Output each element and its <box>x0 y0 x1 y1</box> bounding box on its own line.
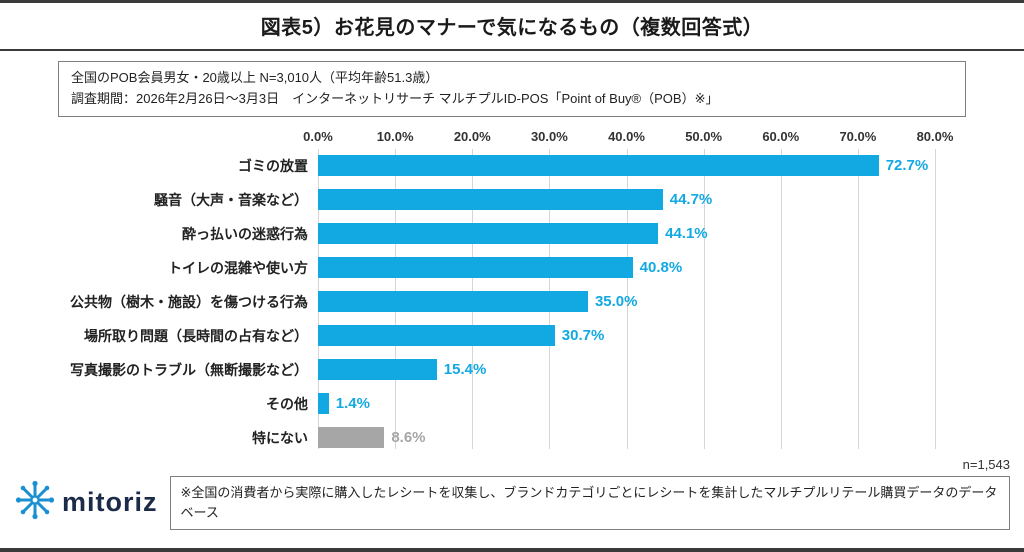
mitoriz-logo-text: mitoriz <box>62 487 158 518</box>
value-label: 72.7% <box>885 157 929 175</box>
chart-row: 場所取り問題（長時間の占有など） 30.7% <box>14 319 935 353</box>
x-axis-tick: 10.0% <box>376 128 414 144</box>
chart-row: トイレの混雑や使い方 40.8% <box>14 251 935 285</box>
gridline <box>857 148 859 449</box>
gridline <box>626 148 628 449</box>
chart-row: ゴミの放置 72.7% <box>14 149 935 183</box>
row-plot: 35.0% <box>318 285 935 319</box>
chart-row: 酔っ払いの迷惑行為 44.1% <box>14 217 935 251</box>
bar <box>318 189 663 211</box>
x-axis-tick: 70.0% <box>839 128 877 144</box>
value-label: 8.6% <box>391 429 426 447</box>
bottom-rule <box>0 548 1024 552</box>
x-axis-tick: 50.0% <box>685 128 723 144</box>
footer: mitoriz ※全国の消費者から実際に購入したレシートを収集し、ブランドカテゴ… <box>14 475 1010 530</box>
x-axis-tick: 0.0% <box>303 128 333 144</box>
row-plot: 44.1% <box>318 217 935 251</box>
category-label: 騒音（大声・音楽など） <box>154 191 308 208</box>
category-label: 場所取り問題（長時間の占有など） <box>84 327 308 344</box>
row-plot: 40.8% <box>318 251 935 285</box>
category-label: 公共物（樹木・施設）を傷つける行為 <box>70 293 308 310</box>
survey-info-box: 全国のPOB会員男女・20歳以上 N=3,010人（平均年齢51.3歳） 調査期… <box>58 61 966 117</box>
row-plot: 30.7% <box>318 319 935 353</box>
chart-row: 写真撮影のトラブル（無断撮影など） 15.4% <box>14 353 935 387</box>
category-label: 特にない <box>252 429 308 446</box>
chart-row: その他 1.4% <box>14 387 935 421</box>
row-plot: 8.6% <box>318 421 935 455</box>
mitoriz-logo: mitoriz <box>14 479 158 526</box>
chart-rows: ゴミの放置 72.7% 騒音（大声・音楽など） 44.7% 酔っ払いの迷惑行為 44.1%… <box>14 149 935 455</box>
chart-row: 公共物（樹木・施設）を傷つける行為 35.0% <box>14 285 935 319</box>
x-axis-tick: 20.0% <box>453 128 491 144</box>
x-axis-tick: 80.0% <box>916 128 954 144</box>
category-label: その他 <box>266 395 308 412</box>
bar-chart: 0.0% 10.0% 20.0% 30.0% 40.0% 50.0% 60.0% 70.0% 8… <box>14 128 953 455</box>
row-plot: 72.7% <box>318 149 935 183</box>
footer-note-box: ※全国の消費者から実際に購入したレシートを収集し、ブランドカテゴリごとにレシート… <box>169 475 1010 530</box>
row-plot: 44.7% <box>318 183 935 217</box>
x-axis-tick: 30.0% <box>530 128 568 144</box>
gridline <box>703 148 705 449</box>
bar <box>318 359 437 381</box>
value-label: 1.4% <box>335 395 370 413</box>
value-label: 44.1% <box>665 225 708 243</box>
chart-row: 特にない 8.6% <box>14 421 935 455</box>
category-label: トイレの混雑や使い方 <box>168 259 308 276</box>
value-label: 40.8% <box>639 259 683 277</box>
bar <box>318 325 555 347</box>
gridline <box>935 148 936 449</box>
bar <box>318 223 659 245</box>
bar <box>318 291 588 313</box>
x-axis-tick: 40.0% <box>608 128 645 144</box>
value-label: 30.7% <box>561 327 605 345</box>
x-axis-ticks: 0.0% 10.0% 20.0% 30.0% 40.0% 50.0% 60.0% 70.0% 8… <box>303 128 953 149</box>
value-label: 44.7% <box>669 191 713 209</box>
category-label: 写真撮影のトラブル（無断撮影など） <box>70 361 308 378</box>
gridline <box>780 148 782 449</box>
bar <box>318 427 385 449</box>
value-label: 15.4% <box>443 361 487 379</box>
category-label: 酔っ払いの迷惑行為 <box>182 225 308 242</box>
bar <box>318 393 329 415</box>
page-title: 図表5）お花見のマナーで気になるもの（複数回答式） <box>0 0 1024 51</box>
survey-info-line1: 全国のPOB会員男女・20歳以上 N=3,010人（平均年齢51.3歳） <box>71 70 439 85</box>
chart-row: 騒音（大声・音楽など） 44.7% <box>14 183 935 217</box>
row-plot: 1.4% <box>318 387 935 421</box>
category-label: ゴミの放置 <box>238 157 308 174</box>
mitoriz-logo-icon <box>14 479 56 526</box>
chart-body: ゴミの放置 72.7% 騒音（大声・音楽など） 44.7% 酔っ払いの迷惑行為 44.1%… <box>14 148 936 455</box>
x-axis: 0.0% 10.0% 20.0% 30.0% 40.0% 50.0% 60.0% 70.0% 8… <box>14 128 953 149</box>
row-plot: 15.4% <box>318 353 935 387</box>
bar <box>318 257 633 279</box>
value-label: 35.0% <box>594 293 638 311</box>
sample-size-label: n=1,543 <box>962 456 1010 472</box>
survey-info-line2: 調査期間：2026年2月26日～3月3日 インターネットリサーチ マルチプルID… <box>71 90 719 106</box>
x-axis-tick: 60.0% <box>762 128 800 144</box>
bar <box>318 155 879 177</box>
